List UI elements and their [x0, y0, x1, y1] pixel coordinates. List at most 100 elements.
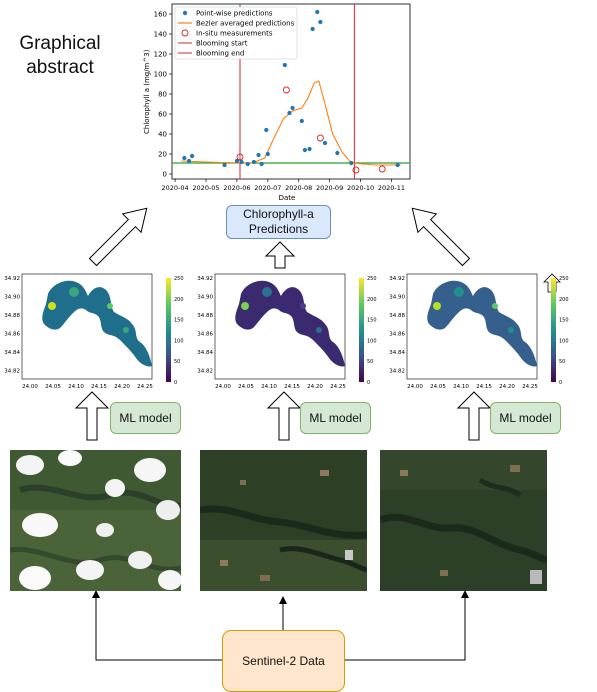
colorbar-tick-label: 150	[559, 318, 569, 324]
lake-body	[235, 280, 345, 367]
y-tick-label: 80	[158, 91, 167, 99]
pointwise-point	[299, 118, 304, 124]
map-y-tick-label: 34.86	[197, 332, 213, 338]
lake-body	[427, 280, 537, 367]
colorbar-tick-label: 250	[174, 276, 184, 282]
lake-body	[42, 280, 152, 367]
pointwise-point	[189, 153, 195, 159]
map-x-tick-label: 24.10	[453, 384, 469, 390]
x-tick-label: 2020-09	[316, 184, 343, 192]
map-x-tick-label: 24.20	[307, 384, 323, 390]
arrow-right-to-chart	[411, 207, 471, 267]
legend-label-insitu: In-situ measurements	[196, 30, 273, 38]
legend-label-blooming-start: Blooming start	[196, 40, 248, 48]
x-tick-label: 2020-04	[162, 184, 189, 192]
lake-shape	[235, 280, 345, 367]
arrow-left-to-chart	[88, 207, 148, 267]
insitu-point	[316, 134, 324, 142]
y-tick-label: 120	[154, 51, 167, 59]
insitu-point	[282, 86, 290, 94]
pointwise-point	[290, 105, 295, 111]
bezier-series-line	[181, 80, 401, 166]
colorbar-tick-label: 200	[559, 297, 569, 303]
lake-shape	[42, 280, 152, 367]
colorbar-tick-label: 100	[174, 338, 184, 344]
pointwise-point	[282, 62, 287, 68]
chart-y-axis-label: Chlorophyll a (mg/m^3)	[143, 49, 151, 134]
arrow-ml-center	[266, 391, 302, 441]
insitu-point	[352, 166, 360, 174]
connector-to-right-image	[343, 590, 469, 661]
colorbar-tick-label: 50	[174, 359, 180, 365]
x-tick-label: 2020-10	[347, 184, 374, 192]
pointwise-point	[239, 159, 244, 165]
chlorophyll-time-series-chart: 0 20 40 60 80 100 120 140 160 2020-04 2020-05 2020…	[143, 3, 411, 202]
colorbar-tick-label: 100	[367, 338, 377, 344]
map-y-tick-label: 34.84	[197, 350, 213, 356]
chlorophyll-map-right: 34.92 34.90 34.88 34.86 34.84 34.82 24.00 24.05…	[389, 273, 569, 390]
pointwise-point	[265, 151, 270, 157]
chart-x-axis-label: Date	[279, 194, 296, 202]
pointwise-point	[395, 162, 400, 168]
pointwise-point	[302, 147, 308, 153]
satellite-image-right	[380, 450, 547, 591]
map-x-tick-label: 24.15	[284, 384, 300, 390]
map-y-tick-label: 34.84	[4, 350, 20, 356]
legend-label-pointwise: Point-wise predictions	[196, 10, 273, 18]
mid-concentration-spot	[508, 327, 514, 333]
connector-to-left-image	[92, 590, 222, 661]
legend-marker-insitu	[181, 29, 189, 37]
chlorophyll-map-left: 34.92 34.90 34.88 34.86 34.84 34.82 24.00 24.05…	[4, 273, 184, 390]
high-concentration-spot	[433, 302, 441, 310]
colorbar-tick-label: 50	[367, 359, 373, 365]
sentinel-2-data-box: Sentinel-2 Data	[222, 630, 345, 692]
y-tick-label: 140	[154, 31, 167, 39]
map-x-tick-label: 24.10	[68, 384, 84, 390]
map-x-tick-label: 24.15	[91, 384, 107, 390]
pointwise-point	[318, 19, 323, 25]
ml-model-box-right: ML model	[490, 402, 561, 434]
chlorophyll-map-center: 34.92 34.90 34.88 34.86 34.84 34.82 24.00 24.05…	[197, 273, 377, 390]
colorbar-tick-label: 150	[367, 318, 377, 324]
insitu-point	[236, 153, 244, 161]
y-tick-label: 0	[163, 171, 167, 179]
map-x-tick-label: 24.20	[499, 384, 515, 390]
map-y-tick-label: 34.88	[4, 313, 20, 319]
map-x-tick-label: 24.05	[238, 384, 254, 390]
pointwise-point	[335, 150, 340, 156]
map-y-tick-label: 34.92	[197, 276, 213, 282]
high-concentration-spot	[48, 302, 56, 310]
colorbar-tick-label: 0	[559, 380, 562, 386]
map-y-tick-label: 34.82	[4, 369, 20, 375]
graphical-abstract-title: Graphical abstract	[19, 33, 101, 78]
pointwise-point	[259, 161, 264, 167]
mid-concentration-spot	[300, 303, 306, 309]
predictions-box: Chlorophyll-a Predictions	[226, 205, 331, 239]
map-x-tick-label: 24.05	[430, 384, 446, 390]
y-tick-label: 40	[158, 131, 167, 139]
legend-label-blooming-end: Blooming end	[196, 50, 244, 58]
ml-model-box-center: ML model	[300, 402, 371, 434]
colorbar-tick-label: 250	[367, 276, 377, 282]
colorbar-tick-label: 200	[367, 297, 377, 303]
map-x-tick-label: 24.15	[476, 384, 492, 390]
arrow-ml-right	[456, 391, 492, 441]
arrow-center-to-predictions	[264, 241, 296, 269]
pointwise-point	[234, 158, 240, 164]
y-tick-label: 20	[158, 151, 167, 159]
map-y-tick-label: 34.88	[389, 313, 405, 319]
map-x-tick-label: 24.00	[407, 384, 423, 390]
y-tick-label: 60	[158, 111, 167, 119]
x-tick-label: 2020-11	[378, 184, 405, 192]
satellite-image-left	[10, 450, 181, 591]
map-x-tick-label: 24.10	[261, 384, 277, 390]
map-colorbar	[166, 278, 171, 382]
map-y-tick-label: 34.90	[389, 295, 405, 301]
colorbar-tick-label: 150	[174, 318, 184, 324]
colorbar-tick-label: 50	[559, 359, 565, 365]
map-y-tick-label: 34.82	[197, 369, 213, 375]
pointwise-point	[322, 140, 328, 146]
y-tick-label: 160	[154, 11, 167, 19]
pointwise-point	[186, 158, 192, 164]
pointwise-point	[256, 152, 261, 158]
